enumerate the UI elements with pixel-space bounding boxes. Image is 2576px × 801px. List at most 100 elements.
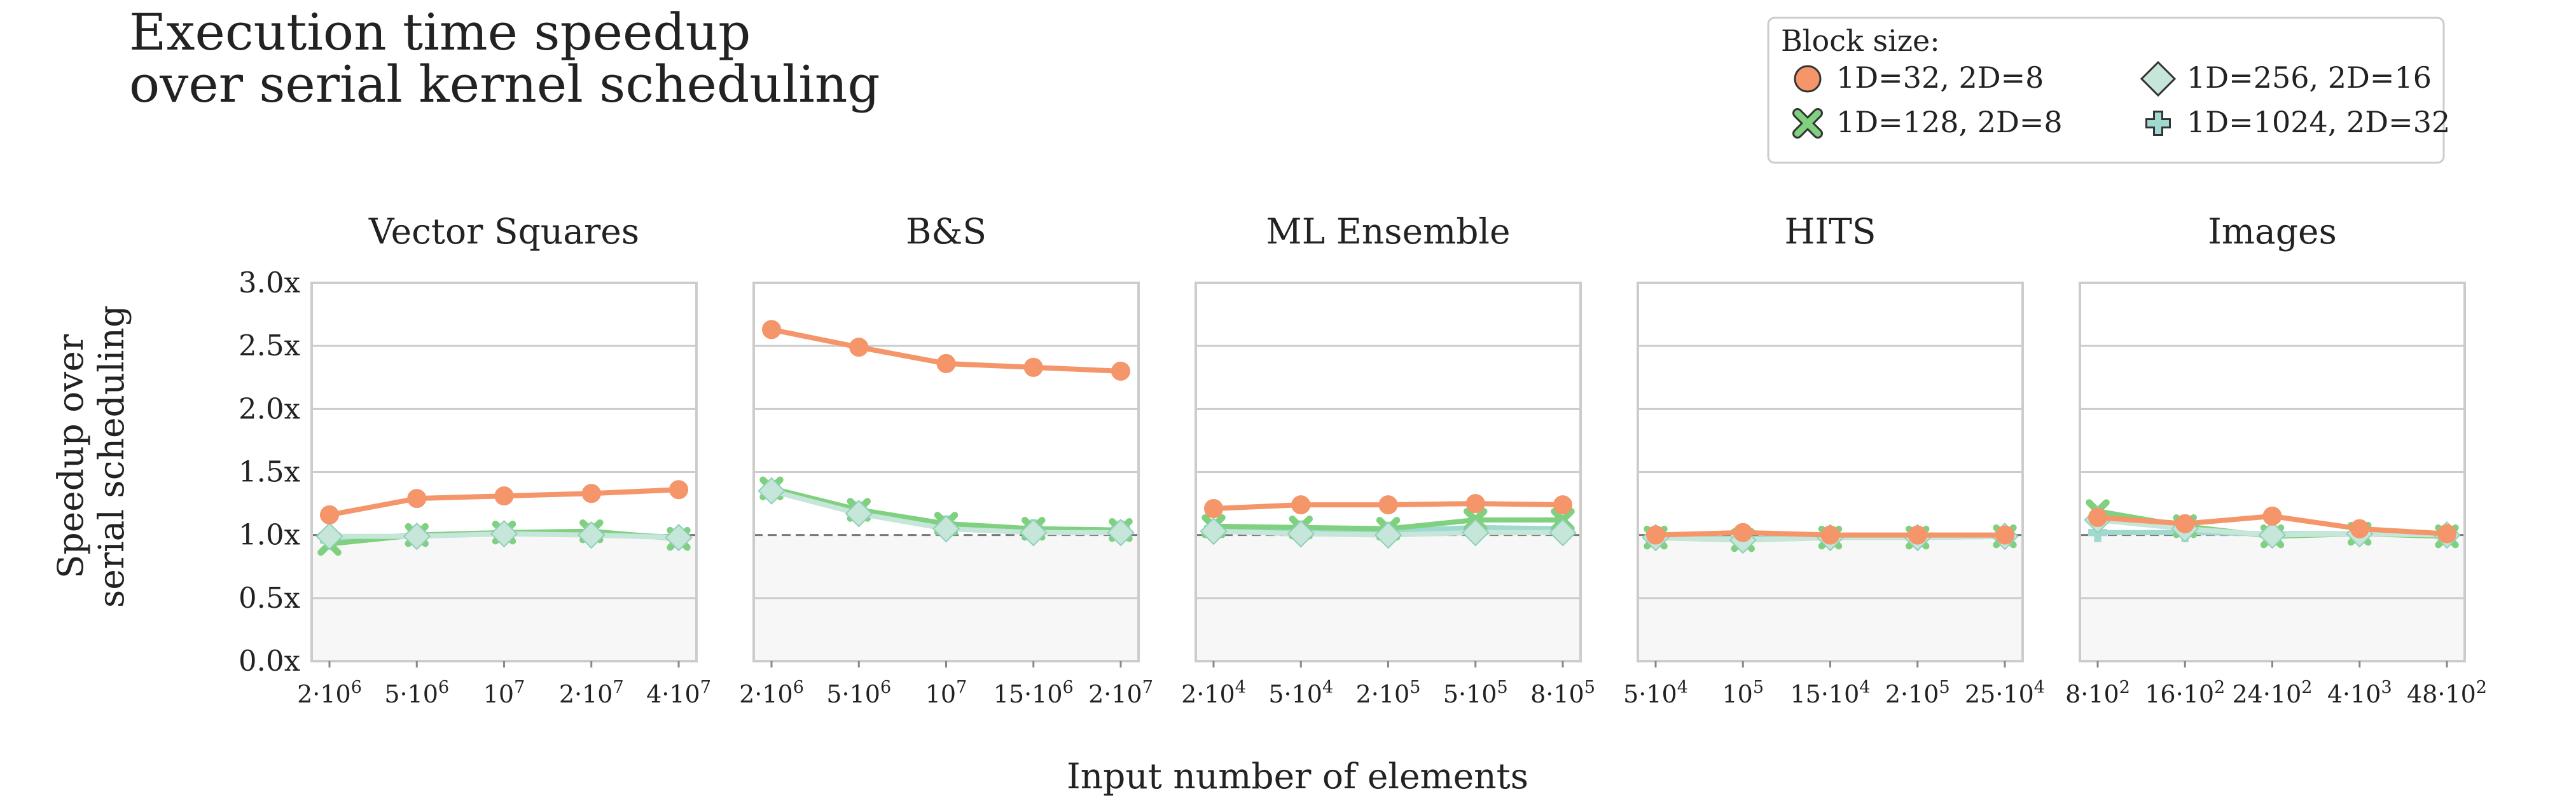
- y-tick-label: 2.5x: [239, 329, 300, 362]
- x-tick-label: 105: [1722, 678, 1764, 708]
- x-tick-label: 8·105: [1530, 678, 1595, 708]
- data-point: [1204, 499, 1223, 519]
- data-point: [936, 353, 956, 373]
- series-2: [758, 477, 1135, 547]
- legend-marker: [1794, 110, 1821, 137]
- x-tick-label: 2·107: [559, 678, 624, 708]
- legend-item-4: 1D=1024, 2D=32: [2145, 105, 2450, 139]
- x-tick-label: 2·104: [1181, 678, 1246, 708]
- panel-5: Images 8·102 16·102 24·102 4·103 48·102: [2065, 211, 2487, 708]
- x-tick-label: 25·104: [1965, 678, 2045, 708]
- data-point: [1995, 525, 2014, 545]
- legend-label: 1D=256, 2D=16: [2187, 60, 2432, 95]
- x-tick-label: 4·103: [2327, 678, 2392, 708]
- data-point: [1291, 495, 1311, 515]
- data-point: [762, 320, 781, 339]
- data-point: [2258, 521, 2287, 549]
- data-point: [1462, 519, 1490, 547]
- x-tick-label: 5·106: [826, 678, 891, 708]
- data-point: [1553, 495, 1572, 515]
- y-tick-label: 1.5x: [239, 455, 300, 489]
- y-tick-label: 2.0x: [239, 392, 300, 425]
- data-point: [665, 523, 693, 552]
- x-tick-label: 5·106: [384, 678, 449, 708]
- panel-title: Images: [2208, 211, 2337, 252]
- legend-marker: [1794, 65, 1822, 93]
- x-axis-label: Input number of elements: [1067, 756, 1528, 797]
- data-point: [2175, 514, 2195, 533]
- data-point: [1465, 494, 1485, 514]
- panel-title: B&S: [906, 211, 987, 252]
- x-tick-label: 2·105: [1356, 678, 1421, 708]
- series-2: [1200, 517, 1577, 549]
- data-point: [1107, 519, 1135, 547]
- x-tick-label: 5·104: [1268, 678, 1333, 708]
- legend-box: [1767, 17, 2445, 164]
- series-1: [1646, 523, 2014, 545]
- figure-title: Execution time speedup over serial kerne…: [129, 3, 880, 114]
- x-tick-label: 107: [925, 678, 967, 708]
- data-point: [1374, 521, 1402, 549]
- data-point: [1820, 525, 1840, 545]
- title-line-1: Execution time speedup: [129, 3, 751, 62]
- data-point: [2437, 524, 2456, 544]
- data-point: [403, 522, 431, 551]
- panel-title: Vector Squares: [368, 211, 639, 252]
- series-1: [762, 320, 1130, 381]
- data-point: [1200, 517, 1228, 545]
- x-tick-label: 4·107: [646, 678, 711, 708]
- x-tick-label: 15·106: [994, 678, 1074, 708]
- data-point: [1287, 520, 1315, 548]
- panel-2: B&S 2·106 5·106 107 15·106 2·107: [739, 211, 1153, 708]
- x-tick-label: 2·105: [1885, 678, 1950, 708]
- x-tick-label: 2·106: [739, 678, 804, 708]
- y-tick-label: 1.0x: [239, 518, 300, 552]
- legend-title: Block size:: [1781, 24, 1940, 58]
- panel-title: HITS: [1784, 211, 1876, 252]
- legend-label: 1D=32, 2D=8: [1836, 60, 2044, 95]
- series-2: [315, 520, 693, 552]
- series-1: [1204, 494, 1572, 519]
- y-tick-label: 0.5x: [239, 581, 300, 615]
- x-tick-label: 2·106: [297, 678, 362, 708]
- panel-title: ML Ensemble: [1266, 211, 1510, 252]
- legend-item-1: 1D=32, 2D=8: [1794, 60, 2044, 95]
- y-axis-label-line-2: serial scheduling: [91, 305, 132, 608]
- x-tick-label: 2·107: [1088, 678, 1153, 708]
- data-point: [494, 486, 514, 506]
- data-point: [581, 484, 601, 503]
- data-point: [849, 338, 869, 357]
- y-tick-label: 3.0x: [239, 266, 300, 299]
- x-tick-label: 24·102: [2233, 678, 2313, 708]
- x-tick-label: 5·104: [1623, 678, 1688, 708]
- data-point: [2350, 519, 2369, 538]
- data-point: [2262, 506, 2282, 526]
- data-point: [932, 515, 960, 543]
- data-point: [315, 522, 343, 551]
- x-tick-label: 5·105: [1443, 678, 1508, 708]
- data-point: [578, 521, 606, 549]
- data-point: [758, 477, 786, 505]
- title-line-2: over serial kernel scheduling: [129, 55, 880, 114]
- data-point: [1023, 357, 1043, 377]
- panel-4: HITS 5·104 105 15·104 2·105 25·104: [1623, 211, 2045, 708]
- legend-item-2: 1D=256, 2D=16: [2140, 60, 2432, 97]
- x-tick-label: 16·102: [2145, 678, 2225, 708]
- legend: Block size: 1D=32, 2D=8 1D=256, 2D=16 1D=1…: [1767, 17, 2450, 164]
- panel-1: Vector Squares 2·106 5·106 107 2·107 4·107 0.0…: [239, 211, 711, 708]
- series-1: [2088, 506, 2456, 544]
- data-point: [845, 500, 873, 528]
- data-point: [407, 489, 427, 509]
- x-tick-label: 107: [483, 678, 525, 708]
- data-point: [1646, 525, 1665, 545]
- data-point: [1908, 525, 1927, 545]
- data-point: [1733, 523, 1753, 542]
- legend-marker: [2140, 60, 2177, 97]
- legend-label: 1D=1024, 2D=32: [2187, 105, 2450, 139]
- x-tick-label: 15·104: [1790, 678, 1871, 708]
- legend-item-3: 1D=128, 2D=8: [1792, 105, 2063, 139]
- y-axis-label-line-1: Speedup over: [50, 334, 91, 578]
- data-point: [490, 520, 518, 548]
- data-point: [1378, 495, 1398, 515]
